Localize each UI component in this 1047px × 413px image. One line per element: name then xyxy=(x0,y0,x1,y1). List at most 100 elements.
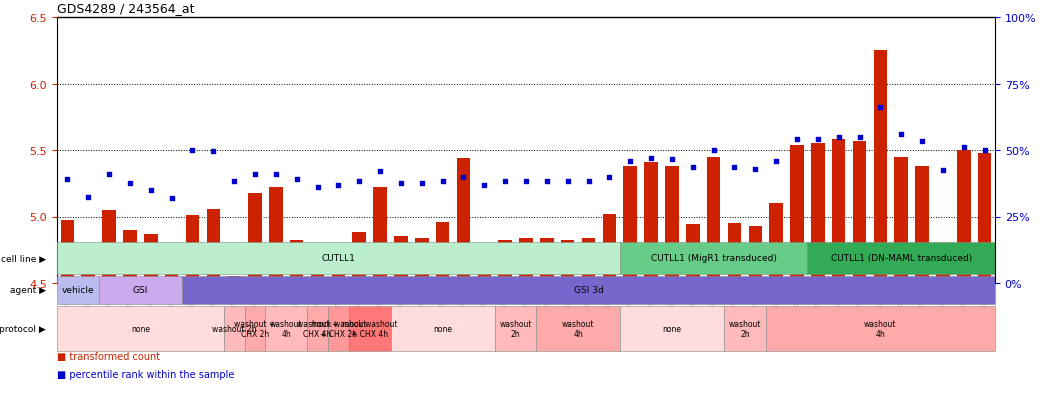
Point xyxy=(496,178,513,185)
Text: washout +
CHX 2h: washout + CHX 2h xyxy=(235,319,275,338)
Point xyxy=(309,185,326,191)
Point xyxy=(414,180,430,187)
Text: washout 2h: washout 2h xyxy=(211,324,257,333)
Bar xyxy=(290,241,304,283)
Bar xyxy=(620,306,725,351)
Bar xyxy=(311,263,325,283)
Text: CUTLL1 (MigR1 transduced): CUTLL1 (MigR1 transduced) xyxy=(650,254,777,263)
Text: GSI 3d: GSI 3d xyxy=(574,286,603,295)
Bar xyxy=(561,241,575,283)
Bar xyxy=(245,306,266,351)
Point xyxy=(685,164,701,171)
Bar xyxy=(456,159,470,283)
Text: none: none xyxy=(663,324,682,333)
Point xyxy=(767,158,784,164)
Point xyxy=(747,166,763,173)
Point xyxy=(142,187,159,194)
Text: ■ percentile rank within the sample: ■ percentile rank within the sample xyxy=(57,369,235,379)
Point xyxy=(393,180,409,187)
Point xyxy=(435,178,451,185)
Text: washout +
CHX 4h: washout + CHX 4h xyxy=(297,319,338,338)
Bar xyxy=(665,166,678,283)
Point xyxy=(601,174,618,180)
Text: cell line ▶: cell line ▶ xyxy=(1,254,46,263)
Point xyxy=(622,158,639,164)
Bar xyxy=(623,166,637,283)
Point xyxy=(809,137,826,143)
Point xyxy=(59,176,75,183)
Bar xyxy=(978,153,992,283)
Point xyxy=(788,137,805,143)
Bar xyxy=(206,209,220,283)
Point xyxy=(330,182,347,188)
Text: washout
2h: washout 2h xyxy=(499,319,532,338)
Bar xyxy=(57,276,98,304)
Bar xyxy=(807,242,995,274)
Point xyxy=(830,134,847,141)
Bar xyxy=(185,216,199,283)
Bar xyxy=(98,276,182,304)
Bar xyxy=(57,306,224,351)
Point xyxy=(247,171,264,178)
Point xyxy=(914,138,931,145)
Text: washout
4h: washout 4h xyxy=(270,319,303,338)
Point xyxy=(205,149,222,155)
Bar xyxy=(498,241,512,283)
Text: mock washout
+ CHX 4h: mock washout + CHX 4h xyxy=(342,319,398,338)
Point xyxy=(101,171,117,178)
Bar xyxy=(519,238,533,283)
Point xyxy=(476,182,493,188)
Bar xyxy=(391,306,495,351)
Point xyxy=(726,164,742,171)
Point xyxy=(893,131,910,138)
Text: none: none xyxy=(433,324,452,333)
Text: ■ transformed count: ■ transformed count xyxy=(57,351,160,361)
Text: CUTLL1: CUTLL1 xyxy=(321,254,355,263)
Bar xyxy=(536,306,620,351)
Bar xyxy=(686,225,699,283)
Bar xyxy=(495,306,536,351)
Point xyxy=(226,178,243,185)
Point xyxy=(455,174,472,180)
Point xyxy=(372,169,388,175)
Bar xyxy=(182,276,995,304)
Text: washout
2h: washout 2h xyxy=(729,319,761,338)
Point xyxy=(872,105,889,112)
Point xyxy=(80,194,96,200)
Bar xyxy=(124,230,137,283)
Text: vehicle: vehicle xyxy=(62,286,94,295)
Point xyxy=(580,178,597,185)
Point xyxy=(163,195,180,202)
Bar xyxy=(749,226,762,283)
Text: GSI: GSI xyxy=(133,286,148,295)
Bar xyxy=(415,238,428,283)
Text: GDS4289 / 243564_at: GDS4289 / 243564_at xyxy=(57,2,195,15)
Bar xyxy=(328,306,349,351)
Bar xyxy=(644,163,658,283)
Bar xyxy=(374,188,386,283)
Bar xyxy=(103,210,116,283)
Point xyxy=(664,157,681,163)
Bar xyxy=(765,306,995,351)
Bar xyxy=(349,306,391,351)
Bar xyxy=(144,234,158,283)
Bar xyxy=(266,306,307,351)
Bar xyxy=(811,144,825,283)
Point xyxy=(935,167,952,174)
Bar xyxy=(436,222,449,283)
Bar xyxy=(394,237,407,283)
Text: mock washout
+ CHX 2h: mock washout + CHX 2h xyxy=(311,319,366,338)
Bar xyxy=(353,233,366,283)
Bar xyxy=(540,238,554,283)
Text: none: none xyxy=(131,324,150,333)
Point xyxy=(955,145,972,151)
Bar xyxy=(332,259,346,283)
Bar xyxy=(852,141,866,283)
Bar xyxy=(725,306,765,351)
Bar xyxy=(248,193,262,283)
Point xyxy=(538,178,555,185)
Bar xyxy=(707,157,720,283)
Bar xyxy=(269,188,283,283)
Point xyxy=(517,178,534,185)
Point xyxy=(559,178,576,185)
